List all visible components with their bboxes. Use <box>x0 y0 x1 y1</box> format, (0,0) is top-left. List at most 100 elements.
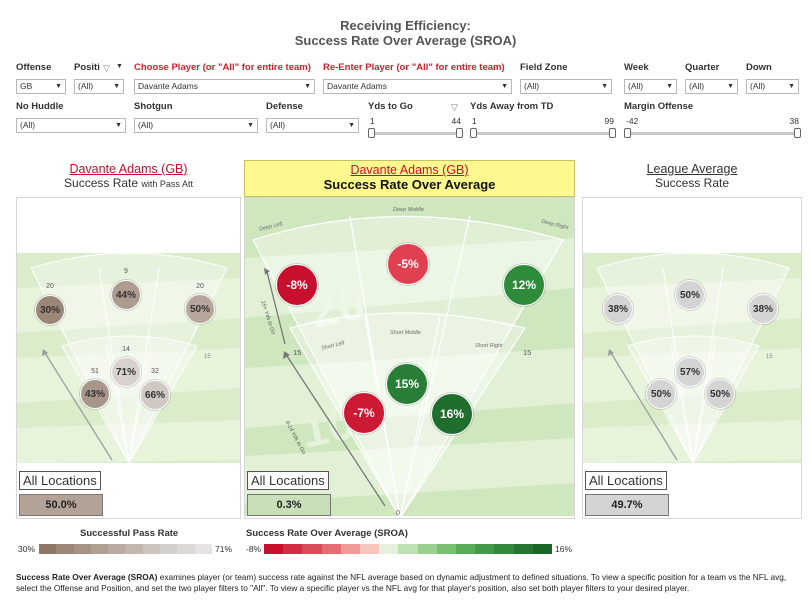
choose-player-select[interactable]: Davante Adams ▼ <box>134 79 315 94</box>
dropdown-arrow-icon: ▼ <box>666 83 673 90</box>
sroa-legend-bar <box>264 544 553 554</box>
reenter-player-select[interactable]: Davante Adams ▼ <box>323 79 512 94</box>
left-bubble-count: 20 <box>46 283 54 290</box>
filter-funnel-icon[interactable]: ▽ <box>451 102 458 112</box>
filter-funnel-icon[interactable]: ▽ <box>103 63 110 73</box>
legend-swatch <box>360 544 380 554</box>
quarter-select[interactable]: (All) ▼ <box>685 79 738 94</box>
center-zone-bubble[interactable]: 16% <box>431 393 473 435</box>
legend-swatch <box>417 544 437 554</box>
dropdown-arrow-icon: ▼ <box>788 83 795 90</box>
filter-menu-arrow-icon[interactable]: ▼ <box>116 63 123 70</box>
yds-away-td-track[interactable] <box>470 128 616 138</box>
slider-yds-to-go-label: Yds to Go <box>368 101 413 112</box>
right-zone-bubble[interactable]: 57% <box>675 357 705 387</box>
right-bubble-label: 50% <box>650 388 671 400</box>
league-average-title: League Average <box>646 162 738 176</box>
right-panel-header: League Average Success Rate <box>582 162 802 190</box>
legend-swatch <box>142 544 161 554</box>
slider-min-handle[interactable] <box>368 128 375 138</box>
slider-max-handle[interactable] <box>456 128 463 138</box>
down-select[interactable]: (All) ▼ <box>746 79 799 94</box>
left-zone-bubble[interactable]: 50% <box>185 294 215 324</box>
center-all-locations-button[interactable]: All Locations <box>247 471 329 490</box>
legend-swatch <box>177 544 195 554</box>
slider-margin-offense-label: Margin Offense <box>624 101 694 112</box>
left-bubble-label: 30% <box>39 304 60 316</box>
defense-select[interactable]: (All) ▼ <box>266 118 359 133</box>
right-zone-bubble[interactable]: 38% <box>748 294 778 324</box>
center-zone-bubble[interactable]: -8% <box>276 264 318 306</box>
right-zone-bubble[interactable]: 50% <box>705 379 735 409</box>
center-subtitle: Success Rate Over Average <box>323 177 496 192</box>
right-zone-bubble[interactable]: 38% <box>603 294 633 324</box>
center-bubbles-layer: -8% -5% 12% 15% -7% 16% <box>244 197 575 519</box>
week-select[interactable]: (All) ▼ <box>624 79 677 94</box>
slider-max-handle[interactable] <box>794 128 801 138</box>
right-zone-bubble[interactable]: 50% <box>646 379 676 409</box>
sroa-legend-max: 16% <box>555 544 573 554</box>
yds-to-go-track[interactable] <box>368 128 463 138</box>
success-legend-title: Successful Pass Rate <box>80 528 179 539</box>
shotgun-select[interactable]: (All) ▼ <box>134 118 258 133</box>
center-panel-header: Davante Adams (GB) Success Rate Over Ave… <box>244 163 575 192</box>
legend-swatch <box>302 544 322 554</box>
margin-offense-track[interactable] <box>624 128 801 138</box>
slider-min-value: 1 <box>472 116 477 126</box>
position-select[interactable]: (All) ▼ <box>74 79 124 94</box>
filter-shotgun-label: Shotgun <box>134 101 173 112</box>
center-zone-bubble[interactable]: -7% <box>343 392 385 434</box>
filter-field-zone: Field Zone (All) ▼ <box>520 62 612 94</box>
slider-max-value: 38 <box>789 116 799 126</box>
left-zone-bubble[interactable]: 71% <box>111 357 141 387</box>
dropdown-arrow-icon: ▼ <box>348 122 355 129</box>
legend-swatch <box>340 544 361 554</box>
legend-swatch <box>108 544 126 554</box>
left-bubble-label: 71% <box>115 366 136 378</box>
legend-swatch <box>194 544 212 554</box>
left-all-locations-button[interactable]: All Locations <box>19 471 101 490</box>
slider-max-value: 44 <box>451 116 461 126</box>
slider-max-handle[interactable] <box>609 128 616 138</box>
center-bubble-label: 12% <box>511 278 537 292</box>
filter-choose-player: Choose Player (or "All" for entire team)… <box>134 62 315 94</box>
offense-select[interactable]: GB ▼ <box>16 79 66 94</box>
right-zone-bubble[interactable]: 50% <box>675 280 705 310</box>
slider-max-value: 99 <box>604 116 614 126</box>
filter-offense: Offense GB ▼ <box>16 62 66 94</box>
center-bubble-label: -8% <box>286 278 308 292</box>
left-bubble-count: 51 <box>91 368 99 375</box>
dropdown-arrow-icon: ▼ <box>115 122 122 129</box>
center-zone-bubble[interactable]: -5% <box>387 243 429 285</box>
center-header-highlight <box>244 160 575 197</box>
legend-swatch <box>494 544 514 554</box>
left-zone-bubble[interactable]: 43% <box>80 379 110 409</box>
slider-min-handle[interactable] <box>624 128 631 138</box>
filter-position: Positi (All) ▼ <box>74 62 124 94</box>
right-summary-value: 49.7% <box>585 494 669 516</box>
legend-swatch <box>39 544 57 554</box>
right-all-locations-button[interactable]: All Locations <box>585 471 667 490</box>
filter-choose-player-label: Choose Player (or "All" for entire team) <box>134 62 311 73</box>
center-player-name[interactable]: Davante Adams (GB) <box>350 163 469 177</box>
slider-min-handle[interactable] <box>470 128 477 138</box>
no-huddle-select[interactable]: (All) ▼ <box>16 118 126 133</box>
dropdown-arrow-icon: ▼ <box>727 83 734 90</box>
right-bubble-label: 50% <box>679 289 700 301</box>
yard-mark-right: 15 <box>523 348 532 357</box>
legend-swatch <box>513 544 533 554</box>
center-zone-bubble[interactable]: 15% <box>386 363 428 405</box>
left-zone-bubble[interactable]: 66% <box>140 380 170 410</box>
center-zone-bubble[interactable]: 12% <box>503 264 545 306</box>
left-bubble-label: 66% <box>144 389 165 401</box>
slider-margin-offense: Margin Offense -42 38 <box>624 101 801 138</box>
sroa-legend-min: -8% <box>246 544 262 554</box>
svg-text:15: 15 <box>766 354 773 360</box>
left-player-name[interactable]: Davante Adams (GB) <box>69 162 188 176</box>
field-zone-select[interactable]: (All) ▼ <box>520 79 612 94</box>
left-zone-bubble[interactable]: 30% <box>35 295 65 325</box>
left-zone-bubble[interactable]: 44% <box>111 280 141 310</box>
svg-text:15: 15 <box>204 354 211 360</box>
left-panel-header: Davante Adams (GB) Success Rate with Pas… <box>16 162 241 190</box>
legend-swatch <box>264 544 284 554</box>
